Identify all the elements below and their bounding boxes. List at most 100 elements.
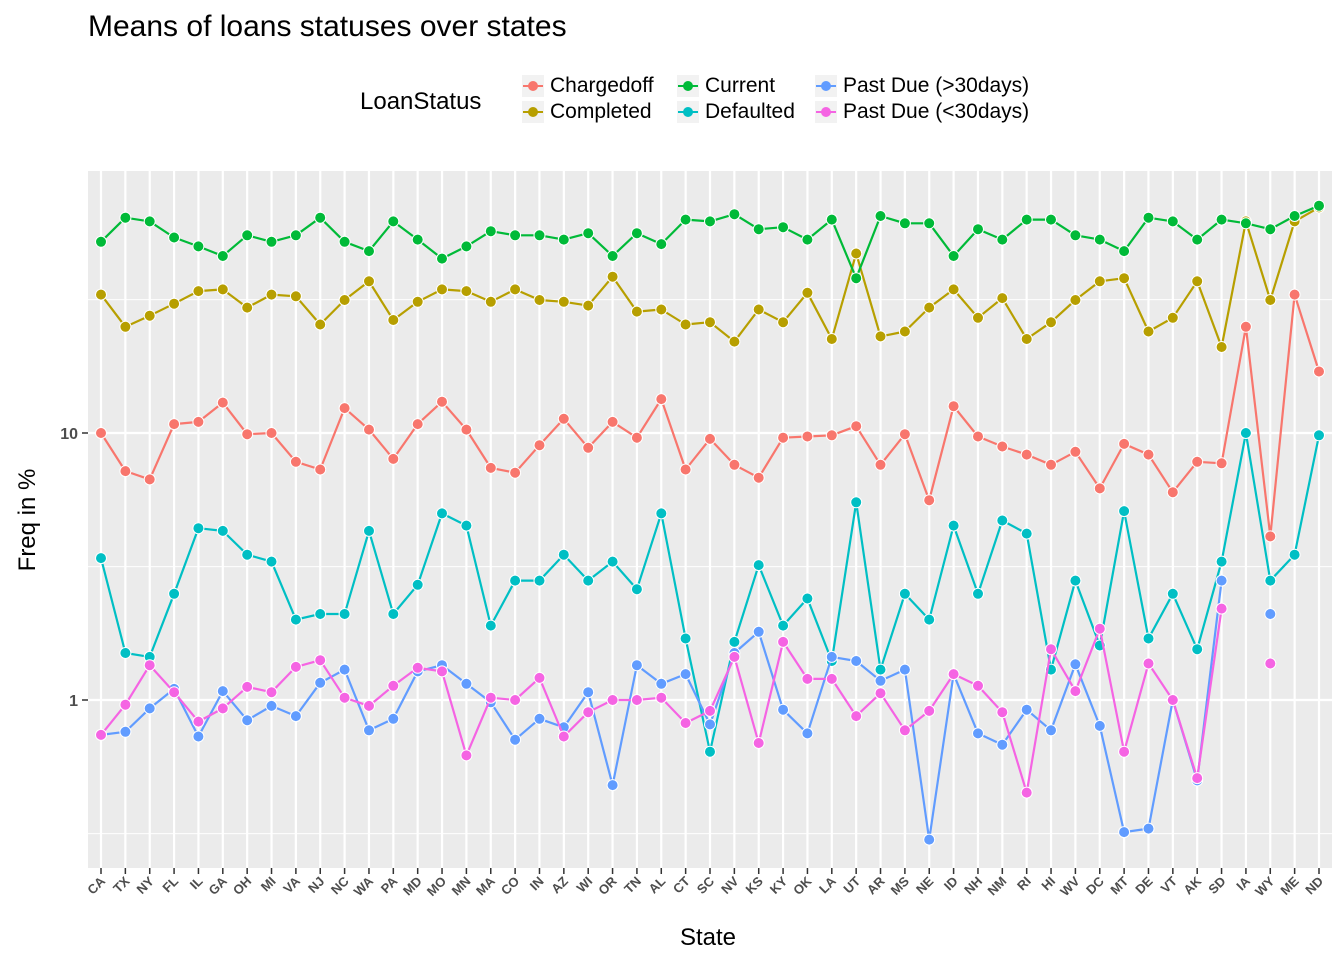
data-point-past-due-30days bbox=[411, 661, 424, 674]
data-point-defaulted bbox=[1215, 555, 1228, 568]
data-point-completed bbox=[1020, 333, 1033, 345]
data-point-current bbox=[289, 229, 302, 242]
x-tick-label: AR bbox=[864, 873, 888, 897]
data-point-current bbox=[1020, 213, 1033, 226]
data-point-chargedoff bbox=[947, 400, 960, 413]
data-point-chargedoff bbox=[265, 427, 278, 439]
data-point-past-due-30days bbox=[1166, 694, 1179, 706]
data-point-completed bbox=[241, 301, 254, 314]
data-point-past-due-30days bbox=[777, 635, 790, 648]
data-point-past-due-30days bbox=[1118, 745, 1131, 758]
legend-key bbox=[677, 101, 699, 123]
data-point-completed bbox=[338, 294, 351, 306]
data-point-past-due-30days bbox=[606, 694, 619, 706]
data-point-defaulted bbox=[484, 619, 497, 632]
data-point-past-due-30days bbox=[460, 749, 473, 762]
data-point-current bbox=[1093, 233, 1106, 246]
data-point-current bbox=[582, 227, 595, 240]
data-point-current bbox=[119, 211, 132, 224]
data-point-chargedoff bbox=[1020, 448, 1033, 461]
data-point-defaulted bbox=[436, 507, 448, 520]
data-point-chargedoff bbox=[1215, 457, 1228, 470]
data-point-chargedoff bbox=[923, 494, 936, 507]
data-point-past-due-30days bbox=[95, 728, 107, 741]
x-tick-label: KS bbox=[742, 873, 766, 897]
data-point-chargedoff bbox=[338, 402, 351, 415]
data-point-chargedoff bbox=[484, 461, 497, 474]
data-point-chargedoff bbox=[1118, 437, 1131, 450]
data-point-current bbox=[1191, 233, 1204, 246]
x-tick-label: PA bbox=[378, 873, 401, 896]
legend-label: Past Due (>30days) bbox=[843, 74, 1030, 97]
data-point-current bbox=[509, 229, 522, 242]
data-point-current bbox=[874, 210, 887, 222]
x-tick-label: AK bbox=[1180, 873, 1204, 897]
data-point-chargedoff bbox=[509, 466, 522, 479]
data-point-chargedoff bbox=[898, 428, 911, 441]
data-point-defaulted bbox=[1020, 527, 1033, 540]
data-point-current bbox=[679, 213, 692, 226]
data-point-completed bbox=[216, 283, 229, 296]
data-point-past-due-30days bbox=[996, 706, 1009, 719]
data-point-chargedoff bbox=[119, 465, 132, 478]
data-point-past-due-30days bbox=[168, 686, 181, 699]
x-tick-label: VT bbox=[1158, 873, 1180, 895]
x-tick-label: NC bbox=[328, 873, 352, 897]
data-point-past-due-30days bbox=[728, 650, 741, 663]
data-point-past-due-30days bbox=[241, 714, 254, 727]
data-point-chargedoff bbox=[850, 420, 863, 433]
x-tick-label: HI bbox=[1038, 874, 1058, 894]
data-point-chargedoff bbox=[777, 431, 790, 444]
data-point-current bbox=[363, 245, 375, 258]
data-point-chargedoff bbox=[314, 463, 327, 476]
x-tick-label: KY bbox=[767, 873, 791, 897]
data-point-completed bbox=[387, 314, 400, 326]
data-point-current bbox=[1313, 199, 1325, 212]
data-point-past-due-30days bbox=[1191, 772, 1204, 785]
data-point-defaulted bbox=[241, 548, 254, 561]
data-point-defaulted bbox=[119, 647, 132, 659]
data-point-completed bbox=[704, 316, 716, 329]
x-tick-label: DC bbox=[1083, 873, 1107, 897]
data-point-chargedoff bbox=[216, 396, 229, 409]
data-point-chargedoff bbox=[1239, 320, 1252, 333]
data-point-chargedoff bbox=[168, 418, 181, 431]
data-point-past-due-30days bbox=[850, 655, 863, 667]
data-point-defaulted bbox=[1288, 548, 1301, 561]
data-point-chargedoff bbox=[411, 418, 424, 431]
data-point-chargedoff bbox=[363, 423, 375, 436]
data-point-current bbox=[630, 227, 643, 240]
data-point-past-due-30days bbox=[509, 733, 522, 746]
data-point-completed bbox=[289, 290, 302, 303]
data-point-current bbox=[1069, 229, 1082, 242]
data-point-current bbox=[338, 235, 351, 248]
data-point-completed bbox=[1264, 294, 1277, 306]
legend-item-completed: Completed bbox=[522, 100, 652, 124]
data-point-chargedoff bbox=[1045, 458, 1057, 471]
x-tick-label: FL bbox=[159, 873, 181, 895]
x-tick-label: ND bbox=[1302, 874, 1326, 898]
x-tick-label: DE bbox=[1132, 873, 1156, 897]
x-tick-label: IN bbox=[527, 874, 547, 894]
data-point-past-due-30days bbox=[314, 676, 327, 689]
data-point-chargedoff bbox=[241, 428, 254, 441]
data-point-completed bbox=[972, 311, 984, 324]
data-point-past-due-30days bbox=[192, 730, 205, 743]
x-tick-label: NY bbox=[133, 873, 157, 897]
x-tick-label: TN bbox=[621, 874, 644, 897]
legend-key bbox=[522, 75, 544, 97]
data-point-chargedoff bbox=[630, 431, 643, 444]
data-point-completed bbox=[777, 316, 790, 329]
legend-item-past-due-30days: Past Due (<30days) bbox=[815, 100, 1029, 124]
data-point-completed bbox=[192, 285, 205, 298]
data-point-past-due-30days bbox=[265, 699, 278, 712]
data-point-defaulted bbox=[874, 663, 887, 676]
data-point-defaulted bbox=[1191, 643, 1204, 656]
data-point-past-due-30days bbox=[655, 691, 668, 704]
data-point-past-due-30days bbox=[533, 671, 546, 684]
data-point-past-due-30days bbox=[972, 727, 984, 740]
x-tick-label: OR bbox=[595, 873, 620, 898]
data-point-defaulted bbox=[533, 574, 546, 587]
data-point-defaulted bbox=[655, 507, 668, 520]
data-point-defaulted bbox=[996, 514, 1009, 527]
